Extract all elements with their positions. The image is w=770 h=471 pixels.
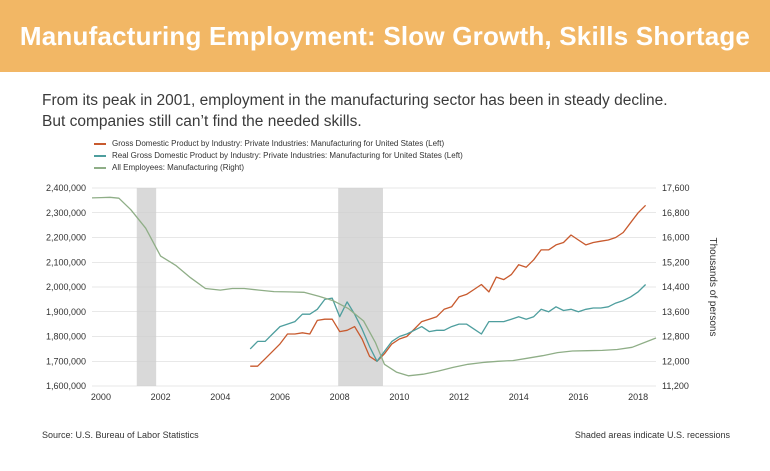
right-tick-label: 12,000 <box>662 356 690 366</box>
left-tick-label: 1,600,000 <box>46 381 86 391</box>
legend-swatch-gdp <box>94 143 106 145</box>
series-line-gdp <box>250 204 647 367</box>
series-line-employment <box>91 196 657 377</box>
left-tick-label: 2,000,000 <box>46 282 86 292</box>
x-tick-label: 2004 <box>210 392 230 402</box>
intro-line-1: From its peak in 2001, employment in the… <box>42 92 668 109</box>
x-tick-label: 2008 <box>330 392 350 402</box>
left-tick-label: 1,700,000 <box>46 356 86 366</box>
right-tick-label: 11,200 <box>662 381 689 391</box>
legend-swatch-real-gdp <box>94 155 106 157</box>
source-note: Source: U.S. Bureau of Labor Statistics <box>42 430 199 440</box>
legend-label-employment: All Employees: Manufacturing (Right) <box>112 163 245 172</box>
right-tick-label: 15,200 <box>662 257 690 267</box>
left-tick-label: 2,200,000 <box>46 233 86 243</box>
right-axis-label: Thousands of persons <box>707 238 718 337</box>
intro-line-2: But companies still can’t find the neede… <box>42 113 362 130</box>
x-tick-label: 2010 <box>389 392 409 402</box>
series-line-real-gdp <box>249 284 647 362</box>
chart-legend: Gross Domestic Product by Industry: Priv… <box>94 138 463 174</box>
recession-band-2 <box>338 188 383 386</box>
legend-label-gdp: Gross Domestic Product by Industry: Priv… <box>112 139 445 148</box>
x-tick-label: 2018 <box>628 392 648 402</box>
title-banner: Manufacturing Employment: Slow Growth, S… <box>0 0 770 72</box>
x-tick-label: 2016 <box>568 392 588 402</box>
left-tick-label: 2,300,000 <box>46 208 86 218</box>
left-tick-label: 1,800,000 <box>46 332 86 342</box>
x-tick-label: 2012 <box>449 392 469 402</box>
legend-item-gdp: Gross Domestic Product by Industry: Priv… <box>94 138 463 150</box>
left-tick-label: 1,900,000 <box>46 307 86 317</box>
legend-item-employment: All Employees: Manufacturing (Right) <box>94 162 463 174</box>
legend-item-real-gdp: Real Gross Domestic Product by Industry:… <box>94 150 463 162</box>
right-tick-label: 12,800 <box>662 332 690 342</box>
x-tick-label: 2006 <box>270 392 290 402</box>
x-tick-label: 2002 <box>151 392 171 402</box>
x-tick-label: 2000 <box>91 392 111 402</box>
right-tick-label: 16,000 <box>662 233 690 243</box>
recession-note: Shaded areas indicate U.S. recessions <box>574 430 730 440</box>
right-tick-label: 16,800 <box>662 208 690 218</box>
x-tick-label: 2014 <box>509 392 529 402</box>
page-title: Manufacturing Employment: Slow Growth, S… <box>19 20 751 51</box>
right-tick-label: 13,600 <box>662 307 690 317</box>
right-tick-label: 17,600 <box>662 183 690 193</box>
left-tick-label: 2,400,000 <box>46 183 86 193</box>
recession-band-1 <box>136 188 157 386</box>
intro-text: From its peak in 2001, employment in the… <box>42 90 742 132</box>
legend-label-real-gdp: Real Gross Domestic Product by Industry:… <box>112 151 463 160</box>
right-tick-label: 14,400 <box>662 282 690 292</box>
left-tick-label: 2,100,000 <box>46 257 86 267</box>
legend-swatch-employment <box>94 167 106 169</box>
